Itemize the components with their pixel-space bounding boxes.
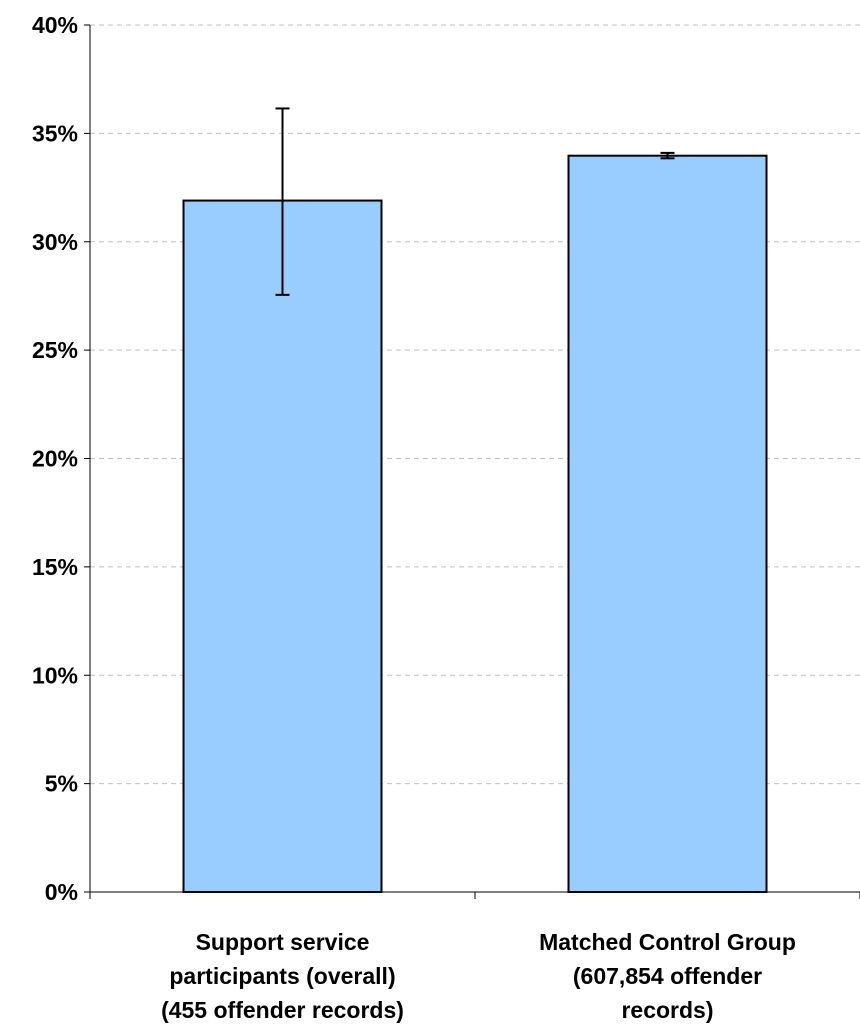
y-tick-label: 5%	[45, 771, 78, 797]
y-tick-label: 30%	[32, 229, 78, 255]
y-tick-label: 25%	[32, 337, 78, 363]
y-tick-label: 10%	[32, 662, 78, 688]
y-tick-labels: 0% 5% 10% 15% 20% 25% 30% 35% 40%	[32, 12, 78, 905]
category-label: Support service	[196, 929, 370, 955]
y-tick-label: 0%	[45, 879, 78, 905]
y-tick-label: 35%	[32, 120, 78, 146]
category-label: Matched Control Group	[539, 929, 796, 955]
category-label: records)	[621, 997, 713, 1023]
category-label: (455 offender records)	[161, 997, 404, 1023]
bar	[182, 199, 383, 893]
bar	[567, 154, 768, 893]
category-label: (607,854 offender	[573, 963, 762, 989]
y-tick-label: 15%	[32, 554, 78, 580]
error-bars	[275, 107, 675, 296]
category-labels: Support service participants (overall) (45…	[161, 929, 796, 1023]
category-label: participants (overall)	[169, 963, 395, 989]
y-tick-label: 20%	[32, 446, 78, 472]
bars	[182, 154, 768, 893]
axes	[84, 24, 860, 899]
y-tick-label: 40%	[32, 12, 78, 38]
